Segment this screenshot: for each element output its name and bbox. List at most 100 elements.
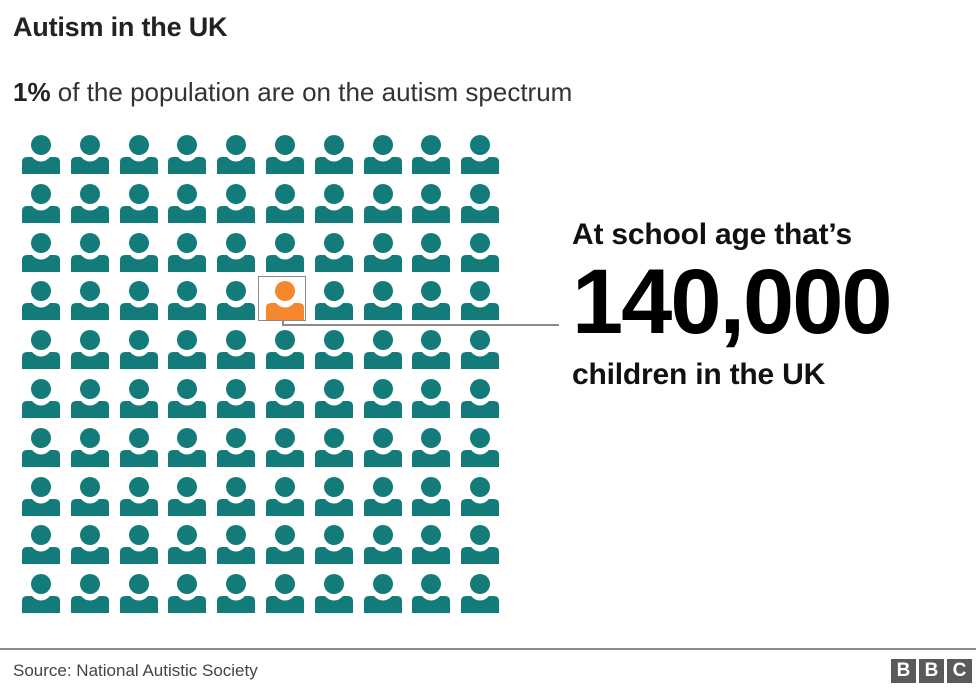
person-icon (408, 182, 457, 231)
person-icon (262, 231, 311, 280)
person-icon (18, 426, 67, 475)
person-icon (67, 328, 116, 377)
person-icon (408, 231, 457, 280)
person-icon (311, 523, 360, 572)
person-icon (164, 572, 213, 621)
person-icon (311, 133, 360, 182)
person-icon (164, 231, 213, 280)
person-icon (164, 377, 213, 426)
person-icon (18, 328, 67, 377)
person-icon (18, 279, 67, 328)
person-icon (360, 377, 409, 426)
person-icon (213, 377, 262, 426)
person-icon (262, 377, 311, 426)
person-icon (116, 523, 165, 572)
connector-line-horizontal (282, 324, 559, 326)
person-icon (213, 572, 262, 621)
person-icon (67, 475, 116, 524)
highlight-box (258, 276, 306, 321)
person-icon (311, 182, 360, 231)
source-credit: Source: National Autistic Society (13, 661, 258, 680)
person-icon (164, 328, 213, 377)
person-icon (164, 182, 213, 231)
person-icon (164, 133, 213, 182)
person-icon (408, 572, 457, 621)
person-icon (457, 279, 506, 328)
person-icon (164, 279, 213, 328)
bbc-logo-letter: C (947, 659, 972, 683)
person-icon (457, 426, 506, 475)
person-icon (408, 377, 457, 426)
callout-outro: children in the UK (572, 358, 826, 391)
person-icon (213, 231, 262, 280)
person-icon (164, 523, 213, 572)
person-icon (360, 572, 409, 621)
person-icon (262, 426, 311, 475)
person-icon (360, 426, 409, 475)
person-icon (213, 182, 262, 231)
person-icon (408, 328, 457, 377)
person-icon (116, 279, 165, 328)
person-icon (408, 426, 457, 475)
person-icon (18, 475, 67, 524)
person-icon (457, 231, 506, 280)
person-icon (262, 523, 311, 572)
person-icon (67, 231, 116, 280)
person-icon (67, 279, 116, 328)
person-icon (18, 231, 67, 280)
person-icon (262, 475, 311, 524)
person-icon (116, 572, 165, 621)
footer-divider (0, 648, 976, 650)
person-icon (360, 182, 409, 231)
callout-intro: At school age that’s (572, 218, 852, 251)
person-icon (213, 328, 262, 377)
person-icon (457, 523, 506, 572)
person-icon (116, 182, 165, 231)
person-icon (360, 133, 409, 182)
person-icon (360, 523, 409, 572)
person-icon (262, 182, 311, 231)
person-icon (311, 377, 360, 426)
person-icon (164, 426, 213, 475)
person-icon (18, 523, 67, 572)
person-icon (457, 328, 506, 377)
person-icon (408, 475, 457, 524)
person-icon (360, 475, 409, 524)
person-icon (67, 426, 116, 475)
person-icon (67, 523, 116, 572)
person-icon (457, 377, 506, 426)
person-icon (262, 328, 311, 377)
person-icon (262, 572, 311, 621)
bbc-logo-letter: B (891, 659, 916, 683)
pictogram-grid (18, 133, 506, 621)
person-icon (360, 231, 409, 280)
person-icon (311, 426, 360, 475)
person-icon (408, 523, 457, 572)
person-icon (116, 133, 165, 182)
person-icon (213, 133, 262, 182)
person-icon (408, 133, 457, 182)
person-icon-highlighted (262, 279, 311, 328)
person-icon (164, 475, 213, 524)
person-icon (457, 133, 506, 182)
person-icon (67, 572, 116, 621)
callout-number: 140,000 (572, 251, 893, 353)
person-icon (18, 572, 67, 621)
person-icon (311, 279, 360, 328)
person-icon (262, 133, 311, 182)
person-icon (116, 475, 165, 524)
person-icon (213, 475, 262, 524)
person-icon (67, 377, 116, 426)
subtitle-text: of the population are on the autism spec… (50, 77, 573, 107)
person-icon (213, 279, 262, 328)
person-icon (18, 133, 67, 182)
person-icon (18, 377, 67, 426)
bbc-logo-letter: B (919, 659, 944, 683)
person-icon (311, 572, 360, 621)
callout: At school age that’s 140,000 children in… (572, 218, 893, 392)
person-icon (67, 182, 116, 231)
person-icon (457, 475, 506, 524)
person-icon (408, 279, 457, 328)
person-icon (360, 279, 409, 328)
person-icon (457, 572, 506, 621)
